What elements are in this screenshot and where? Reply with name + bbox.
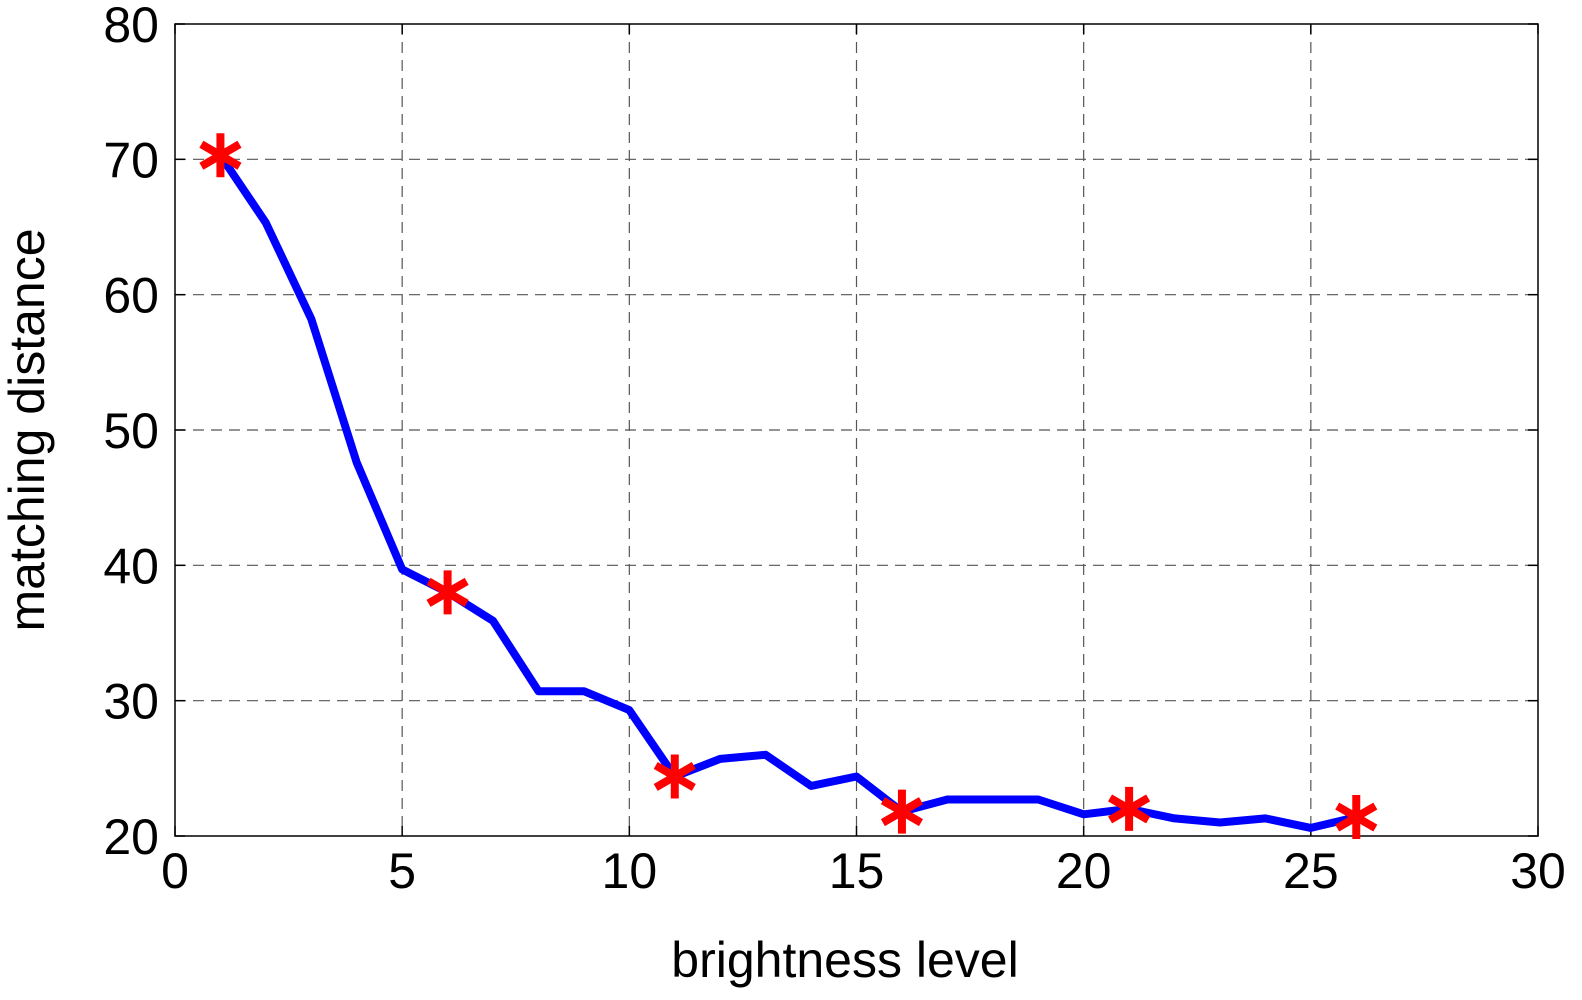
asterisk-marker — [199, 133, 242, 178]
x-axis-title: brightness level — [671, 932, 1018, 988]
y-axis-title: matching distance — [0, 228, 55, 631]
y-tick-label: 20 — [103, 809, 159, 865]
asterisk-marker — [426, 570, 469, 615]
asterisk-marker — [653, 754, 696, 799]
x-axis-ticks: 0 5 10 15 20 25 30 — [161, 24, 1566, 899]
x-tick-label: 0 — [161, 843, 189, 899]
y-tick-label: 40 — [103, 538, 159, 594]
x-tick-label: 20 — [1056, 843, 1112, 899]
y-tick-label: 80 — [103, 0, 159, 53]
series-line — [216, 151, 1361, 832]
x-tick-label: 10 — [602, 843, 658, 899]
series-layer — [216, 151, 1361, 832]
x-tick-label: 5 — [388, 843, 416, 899]
asterisk-marker — [1335, 795, 1378, 840]
grid-lines — [175, 24, 1538, 836]
x-tick-label: 25 — [1283, 843, 1339, 899]
asterisk-marker — [1108, 786, 1151, 831]
y-tick-label: 50 — [103, 403, 159, 459]
x-tick-label: 30 — [1510, 843, 1566, 899]
markers-layer — [199, 133, 1378, 840]
y-tick-label: 60 — [103, 268, 159, 324]
asterisk-marker — [880, 789, 923, 834]
y-tick-label: 70 — [103, 132, 159, 188]
y-tick-label: 30 — [103, 674, 159, 730]
y-axis-ticks: 20 30 40 50 60 70 80 — [103, 0, 1538, 865]
x-tick-label: 15 — [829, 843, 885, 899]
